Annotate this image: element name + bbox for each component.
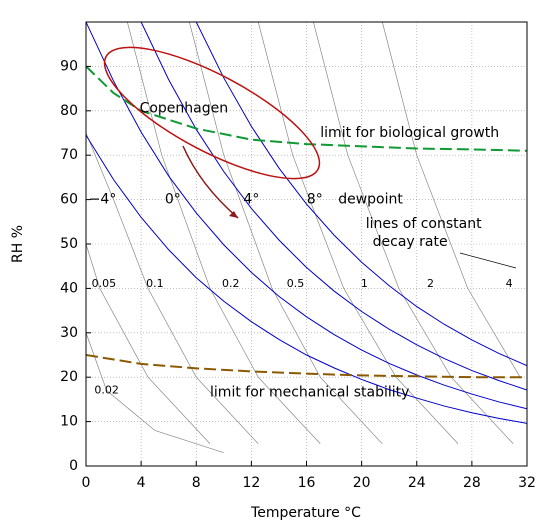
x-tick-label: 4: [137, 475, 146, 491]
x-tick-label: 0: [82, 475, 91, 491]
y-tick-label: 30: [60, 325, 78, 341]
y-tick-label: 70: [60, 147, 78, 163]
decay-title: decay rate: [373, 234, 448, 250]
arrow-head: [229, 211, 238, 218]
x-tick-label: 16: [298, 475, 316, 491]
y-tick-label: 60: [60, 192, 78, 208]
y-tick-label: 80: [60, 103, 78, 119]
dewpoint-line: [140, 22, 527, 391]
arrow: [182, 145, 239, 219]
x-tick-label: 8: [192, 475, 201, 491]
y-tick-label: 50: [60, 236, 78, 252]
x-axis-title: Temperature °C: [250, 505, 361, 521]
x-tick-label: 32: [518, 475, 536, 491]
decay-line: [189, 22, 383, 445]
y-tick-label: 10: [60, 414, 78, 430]
y-axis-title: RH %: [10, 225, 26, 263]
y-tick-label: 0: [69, 458, 78, 474]
x-tick-label: 24: [408, 475, 426, 491]
y-tick-label: 90: [60, 58, 78, 74]
decay-title: lines of constant: [366, 216, 482, 232]
decay-line: [257, 22, 459, 445]
decay-line: [313, 22, 514, 445]
decay-label: 0.05: [92, 277, 117, 290]
dewpoint-label: 0°: [165, 192, 181, 208]
decay-label: 2: [427, 277, 434, 290]
x-tick-label: 28: [463, 475, 481, 491]
copenhagen-region: [103, 46, 321, 180]
dewpoint-line: [86, 22, 527, 410]
region-label: Copenhagen: [140, 101, 229, 117]
limit-label: limit for biological growth: [320, 125, 499, 141]
decay-line: [86, 332, 224, 454]
limit-label: limit for mechanical stability: [210, 385, 409, 401]
x-tick-label: 20: [353, 475, 371, 491]
curves: [86, 22, 527, 454]
decay-label: 1: [361, 277, 368, 290]
decay-line: [86, 132, 259, 445]
decay-label: 4: [506, 277, 513, 290]
dewpoint-line: [195, 22, 527, 367]
decay-line: [127, 22, 321, 445]
dewpoint-title: dewpoint: [338, 192, 403, 208]
dewpoint-label: −4°: [89, 192, 117, 208]
y-tick-label: 40: [60, 280, 78, 296]
dewpoint-line: [86, 134, 527, 424]
decay-label: 0.1: [146, 277, 164, 290]
decay-line: [86, 243, 211, 445]
limit-line: [86, 65, 527, 152]
dewpoint-label: 8°: [307, 192, 323, 208]
decay-label: 0.2: [222, 277, 240, 290]
decay-line: [381, 22, 521, 378]
y-tick-label: 20: [60, 369, 78, 385]
dewpoint-label: 4°: [243, 192, 259, 208]
decay-label: 0.5: [287, 277, 305, 290]
limit-line: [86, 354, 527, 379]
decay-label: 0.02: [94, 384, 119, 397]
leader-line: [459, 252, 517, 269]
x-tick-label: 12: [242, 475, 260, 491]
